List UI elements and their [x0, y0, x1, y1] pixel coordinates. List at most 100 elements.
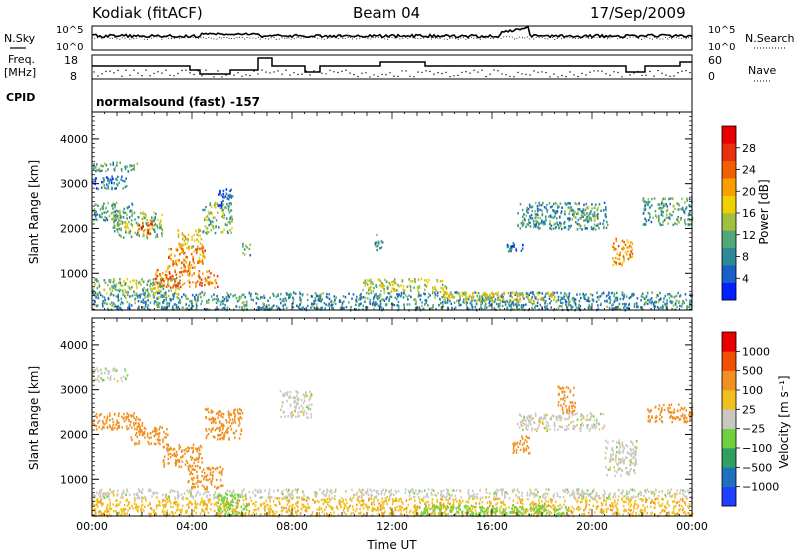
range-cell — [182, 283, 184, 286]
range-cell — [135, 493, 138, 496]
range-cell — [597, 307, 600, 310]
range-cell — [147, 228, 149, 231]
range-cell — [489, 299, 491, 303]
range-cell — [206, 227, 209, 230]
range-cell — [288, 501, 290, 504]
range-cell — [678, 500, 680, 503]
nave-dot — [393, 75, 395, 77]
range-cell — [107, 178, 110, 181]
range-cell — [394, 296, 397, 299]
range-cell — [126, 223, 129, 226]
range-cell — [388, 499, 390, 502]
range-cell — [644, 208, 647, 211]
range-cell — [644, 203, 646, 207]
range-cell — [126, 277, 129, 281]
nave-dot — [233, 74, 235, 76]
range-cell — [662, 498, 664, 501]
range-cell — [645, 301, 647, 305]
range-cell — [360, 504, 362, 507]
range-cell — [144, 496, 147, 499]
range-cell — [671, 214, 673, 217]
range-cell — [200, 238, 203, 241]
range-cell — [614, 492, 617, 495]
range-cell — [248, 291, 251, 294]
range-cell — [659, 291, 661, 295]
range-cell — [235, 504, 237, 508]
range-cell — [478, 295, 481, 298]
range-cell — [520, 501, 522, 505]
range-cell — [442, 512, 445, 515]
range-cell — [375, 292, 377, 296]
range-cell — [214, 201, 217, 205]
nave-dot — [553, 73, 555, 75]
range-cell — [605, 510, 608, 514]
range-cell — [289, 295, 292, 299]
nave-dot — [249, 74, 251, 77]
range-cell — [662, 206, 665, 209]
range-cell — [317, 307, 319, 310]
range-cell — [530, 301, 533, 305]
range-cell — [418, 497, 421, 501]
range-cell — [177, 497, 179, 500]
range-cell — [612, 245, 614, 248]
range-cell — [375, 301, 377, 304]
range-cell — [376, 244, 379, 248]
range-cell — [661, 497, 663, 500]
range-cell — [235, 513, 237, 516]
range-cell — [264, 509, 266, 512]
range-cell — [458, 299, 460, 302]
range-cell — [194, 285, 197, 289]
range-cell — [161, 285, 164, 288]
range-cell — [179, 285, 182, 289]
range-cell — [446, 301, 449, 304]
range-cell — [250, 298, 253, 301]
range-cell — [221, 215, 223, 218]
range-cell — [384, 278, 386, 282]
range-cell — [592, 213, 594, 216]
beam-title: Beam 04 — [353, 4, 420, 22]
range-cell — [127, 502, 130, 506]
range-cell — [250, 514, 253, 517]
range-cell — [473, 497, 475, 500]
range-cell — [158, 305, 161, 308]
range-cell — [526, 210, 528, 213]
range-cell — [606, 223, 609, 226]
range-cell — [98, 291, 101, 294]
range-cell — [581, 494, 583, 497]
range-cell — [199, 234, 201, 238]
range-cell — [255, 292, 257, 295]
range-cell — [484, 300, 486, 303]
range-cell — [576, 293, 578, 296]
range-cell — [383, 507, 385, 510]
range-cell — [229, 222, 231, 225]
range-cell — [225, 217, 228, 220]
range-cell — [492, 497, 495, 501]
range-cell — [621, 292, 624, 295]
range-cell — [328, 293, 330, 296]
range-cell — [609, 295, 611, 299]
range-cell — [623, 500, 626, 503]
range-cell — [492, 508, 494, 512]
range-cell — [231, 509, 233, 512]
range-cell — [94, 180, 97, 183]
range-cell — [633, 507, 635, 510]
nave-dot — [337, 71, 339, 74]
range-cell — [530, 213, 533, 217]
range-cell — [537, 293, 540, 296]
range-cell — [373, 295, 376, 299]
nave-dot — [329, 69, 331, 72]
range-cell — [569, 494, 571, 497]
range-cell — [188, 263, 191, 266]
range-cell — [348, 292, 350, 295]
range-cell — [392, 280, 395, 283]
range-cell — [119, 303, 122, 306]
range-cell — [177, 281, 179, 285]
range-cell — [623, 306, 625, 309]
range-cell — [549, 220, 551, 223]
range-cell — [157, 303, 159, 306]
range-cell — [224, 206, 226, 209]
range-cell — [291, 497, 293, 500]
range-cell — [163, 503, 166, 507]
range-cell — [585, 496, 588, 499]
range-cell — [485, 298, 487, 302]
